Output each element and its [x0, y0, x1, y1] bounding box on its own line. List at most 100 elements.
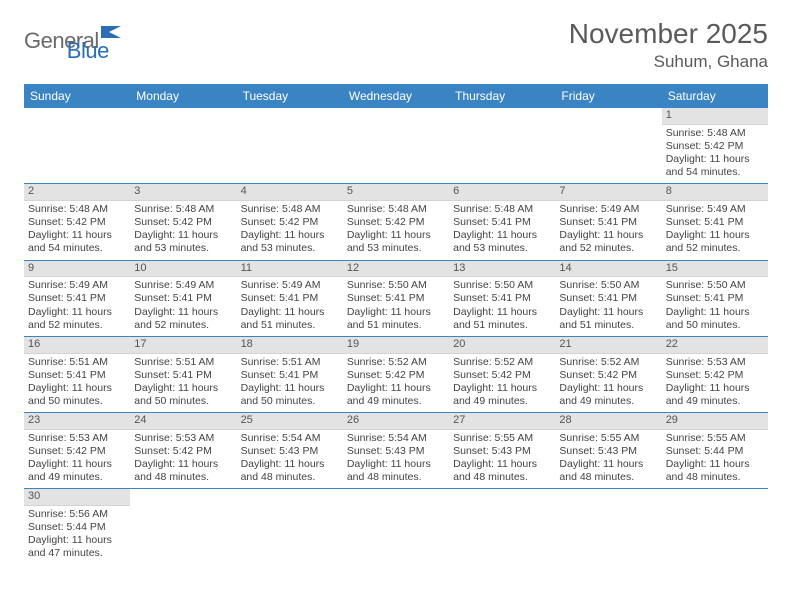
calendar-week: 30Sunrise: 5:56 AMSunset: 5:44 PMDayligh…	[24, 489, 768, 564]
weekday-label: Wednesday	[343, 84, 449, 108]
daylight-text-2: and 52 minutes.	[666, 242, 764, 255]
sunset-text: Sunset: 5:42 PM	[28, 445, 126, 458]
location-label: Suhum, Ghana	[569, 52, 768, 72]
day-number: 24	[130, 413, 236, 430]
sunset-text: Sunset: 5:41 PM	[241, 369, 339, 382]
day-number: 8	[662, 184, 768, 201]
sunrise-text: Sunrise: 5:50 AM	[559, 279, 657, 292]
daylight-text-1: Daylight: 11 hours	[453, 306, 551, 319]
daylight-text-2: and 51 minutes.	[347, 319, 445, 332]
calendar-cell: 8Sunrise: 5:49 AMSunset: 5:41 PMDaylight…	[662, 184, 768, 259]
daylight-text-1: Daylight: 11 hours	[28, 229, 126, 242]
sunset-text: Sunset: 5:42 PM	[347, 369, 445, 382]
sunset-text: Sunset: 5:41 PM	[453, 292, 551, 305]
weekday-label: Friday	[555, 84, 661, 108]
daylight-text-1: Daylight: 11 hours	[134, 458, 232, 471]
calendar-week: 2Sunrise: 5:48 AMSunset: 5:42 PMDaylight…	[24, 184, 768, 260]
calendar-cell: 29Sunrise: 5:55 AMSunset: 5:44 PMDayligh…	[662, 413, 768, 488]
daylight-text-2: and 49 minutes.	[347, 395, 445, 408]
calendar-cell: 12Sunrise: 5:50 AMSunset: 5:41 PMDayligh…	[343, 261, 449, 336]
day-number: 28	[555, 413, 661, 430]
daylight-text-2: and 49 minutes.	[28, 471, 126, 484]
sunset-text: Sunset: 5:44 PM	[666, 445, 764, 458]
daylight-text-2: and 47 minutes.	[28, 547, 126, 560]
calendar-cell: 2Sunrise: 5:48 AMSunset: 5:42 PMDaylight…	[24, 184, 130, 259]
cell-body: Sunrise: 5:51 AMSunset: 5:41 PMDaylight:…	[24, 354, 130, 413]
daylight-text-2: and 49 minutes.	[559, 395, 657, 408]
cell-body: Sunrise: 5:49 AMSunset: 5:41 PMDaylight:…	[662, 201, 768, 260]
sunset-text: Sunset: 5:42 PM	[666, 369, 764, 382]
calendar-cell: 17Sunrise: 5:51 AMSunset: 5:41 PMDayligh…	[130, 337, 236, 412]
sunrise-text: Sunrise: 5:51 AM	[134, 356, 232, 369]
sunrise-text: Sunrise: 5:48 AM	[28, 203, 126, 216]
daylight-text-1: Daylight: 11 hours	[28, 382, 126, 395]
calendar-cell: 13Sunrise: 5:50 AMSunset: 5:41 PMDayligh…	[449, 261, 555, 336]
calendar-cell: 4Sunrise: 5:48 AMSunset: 5:42 PMDaylight…	[237, 184, 343, 259]
sunrise-text: Sunrise: 5:50 AM	[453, 279, 551, 292]
day-number: 15	[662, 261, 768, 278]
day-number: 23	[24, 413, 130, 430]
sunset-text: Sunset: 5:42 PM	[453, 369, 551, 382]
sunrise-text: Sunrise: 5:51 AM	[28, 356, 126, 369]
calendar-cell: 18Sunrise: 5:51 AMSunset: 5:41 PMDayligh…	[237, 337, 343, 412]
cell-body: Sunrise: 5:50 AMSunset: 5:41 PMDaylight:…	[449, 277, 555, 336]
daylight-text-2: and 50 minutes.	[28, 395, 126, 408]
day-number: 13	[449, 261, 555, 278]
cell-body: Sunrise: 5:54 AMSunset: 5:43 PMDaylight:…	[343, 430, 449, 489]
sunrise-text: Sunrise: 5:55 AM	[453, 432, 551, 445]
calendar-body: 1Sunrise: 5:48 AMSunset: 5:42 PMDaylight…	[24, 108, 768, 565]
daylight-text-2: and 54 minutes.	[666, 166, 764, 179]
weekday-label: Tuesday	[237, 84, 343, 108]
weekday-label: Monday	[130, 84, 236, 108]
sunset-text: Sunset: 5:41 PM	[134, 369, 232, 382]
day-number: 6	[449, 184, 555, 201]
calendar-cell	[555, 108, 661, 183]
sunrise-text: Sunrise: 5:48 AM	[453, 203, 551, 216]
calendar-week: 9Sunrise: 5:49 AMSunset: 5:41 PMDaylight…	[24, 261, 768, 337]
calendar: SundayMondayTuesdayWednesdayThursdayFrid…	[24, 84, 768, 565]
sunrise-text: Sunrise: 5:48 AM	[241, 203, 339, 216]
sunset-text: Sunset: 5:43 PM	[559, 445, 657, 458]
cell-body: Sunrise: 5:55 AMSunset: 5:43 PMDaylight:…	[449, 430, 555, 489]
daylight-text-2: and 52 minutes.	[559, 242, 657, 255]
day-number: 7	[555, 184, 661, 201]
calendar-cell: 23Sunrise: 5:53 AMSunset: 5:42 PMDayligh…	[24, 413, 130, 488]
daylight-text-2: and 49 minutes.	[453, 395, 551, 408]
cell-body: Sunrise: 5:50 AMSunset: 5:41 PMDaylight:…	[662, 277, 768, 336]
daylight-text-1: Daylight: 11 hours	[347, 382, 445, 395]
cell-body: Sunrise: 5:48 AMSunset: 5:42 PMDaylight:…	[662, 125, 768, 184]
day-number: 1	[662, 108, 768, 125]
daylight-text-1: Daylight: 11 hours	[666, 458, 764, 471]
sunset-text: Sunset: 5:42 PM	[241, 216, 339, 229]
sunset-text: Sunset: 5:41 PM	[347, 292, 445, 305]
weekday-label: Thursday	[449, 84, 555, 108]
sunset-text: Sunset: 5:41 PM	[241, 292, 339, 305]
title-block: November 2025 Suhum, Ghana	[569, 18, 768, 72]
cell-body: Sunrise: 5:53 AMSunset: 5:42 PMDaylight:…	[662, 354, 768, 413]
sunrise-text: Sunrise: 5:52 AM	[453, 356, 551, 369]
cell-body: Sunrise: 5:51 AMSunset: 5:41 PMDaylight:…	[237, 354, 343, 413]
sunset-text: Sunset: 5:42 PM	[347, 216, 445, 229]
sunrise-text: Sunrise: 5:55 AM	[666, 432, 764, 445]
daylight-text-1: Daylight: 11 hours	[241, 458, 339, 471]
sunset-text: Sunset: 5:42 PM	[666, 140, 764, 153]
cell-body: Sunrise: 5:50 AMSunset: 5:41 PMDaylight:…	[343, 277, 449, 336]
sunrise-text: Sunrise: 5:52 AM	[347, 356, 445, 369]
sunset-text: Sunset: 5:42 PM	[559, 369, 657, 382]
cell-body: Sunrise: 5:55 AMSunset: 5:44 PMDaylight:…	[662, 430, 768, 489]
daylight-text-2: and 52 minutes.	[28, 319, 126, 332]
sunset-text: Sunset: 5:41 PM	[28, 292, 126, 305]
sunset-text: Sunset: 5:42 PM	[134, 216, 232, 229]
sunrise-text: Sunrise: 5:49 AM	[241, 279, 339, 292]
day-number: 22	[662, 337, 768, 354]
cell-body: Sunrise: 5:53 AMSunset: 5:42 PMDaylight:…	[130, 430, 236, 489]
cell-body: Sunrise: 5:54 AMSunset: 5:43 PMDaylight:…	[237, 430, 343, 489]
sunset-text: Sunset: 5:44 PM	[28, 521, 126, 534]
sunrise-text: Sunrise: 5:52 AM	[559, 356, 657, 369]
day-number: 19	[343, 337, 449, 354]
calendar-cell: 20Sunrise: 5:52 AMSunset: 5:42 PMDayligh…	[449, 337, 555, 412]
calendar-cell: 6Sunrise: 5:48 AMSunset: 5:41 PMDaylight…	[449, 184, 555, 259]
cell-body: Sunrise: 5:48 AMSunset: 5:42 PMDaylight:…	[237, 201, 343, 260]
daylight-text-2: and 52 minutes.	[134, 319, 232, 332]
daylight-text-2: and 53 minutes.	[347, 242, 445, 255]
